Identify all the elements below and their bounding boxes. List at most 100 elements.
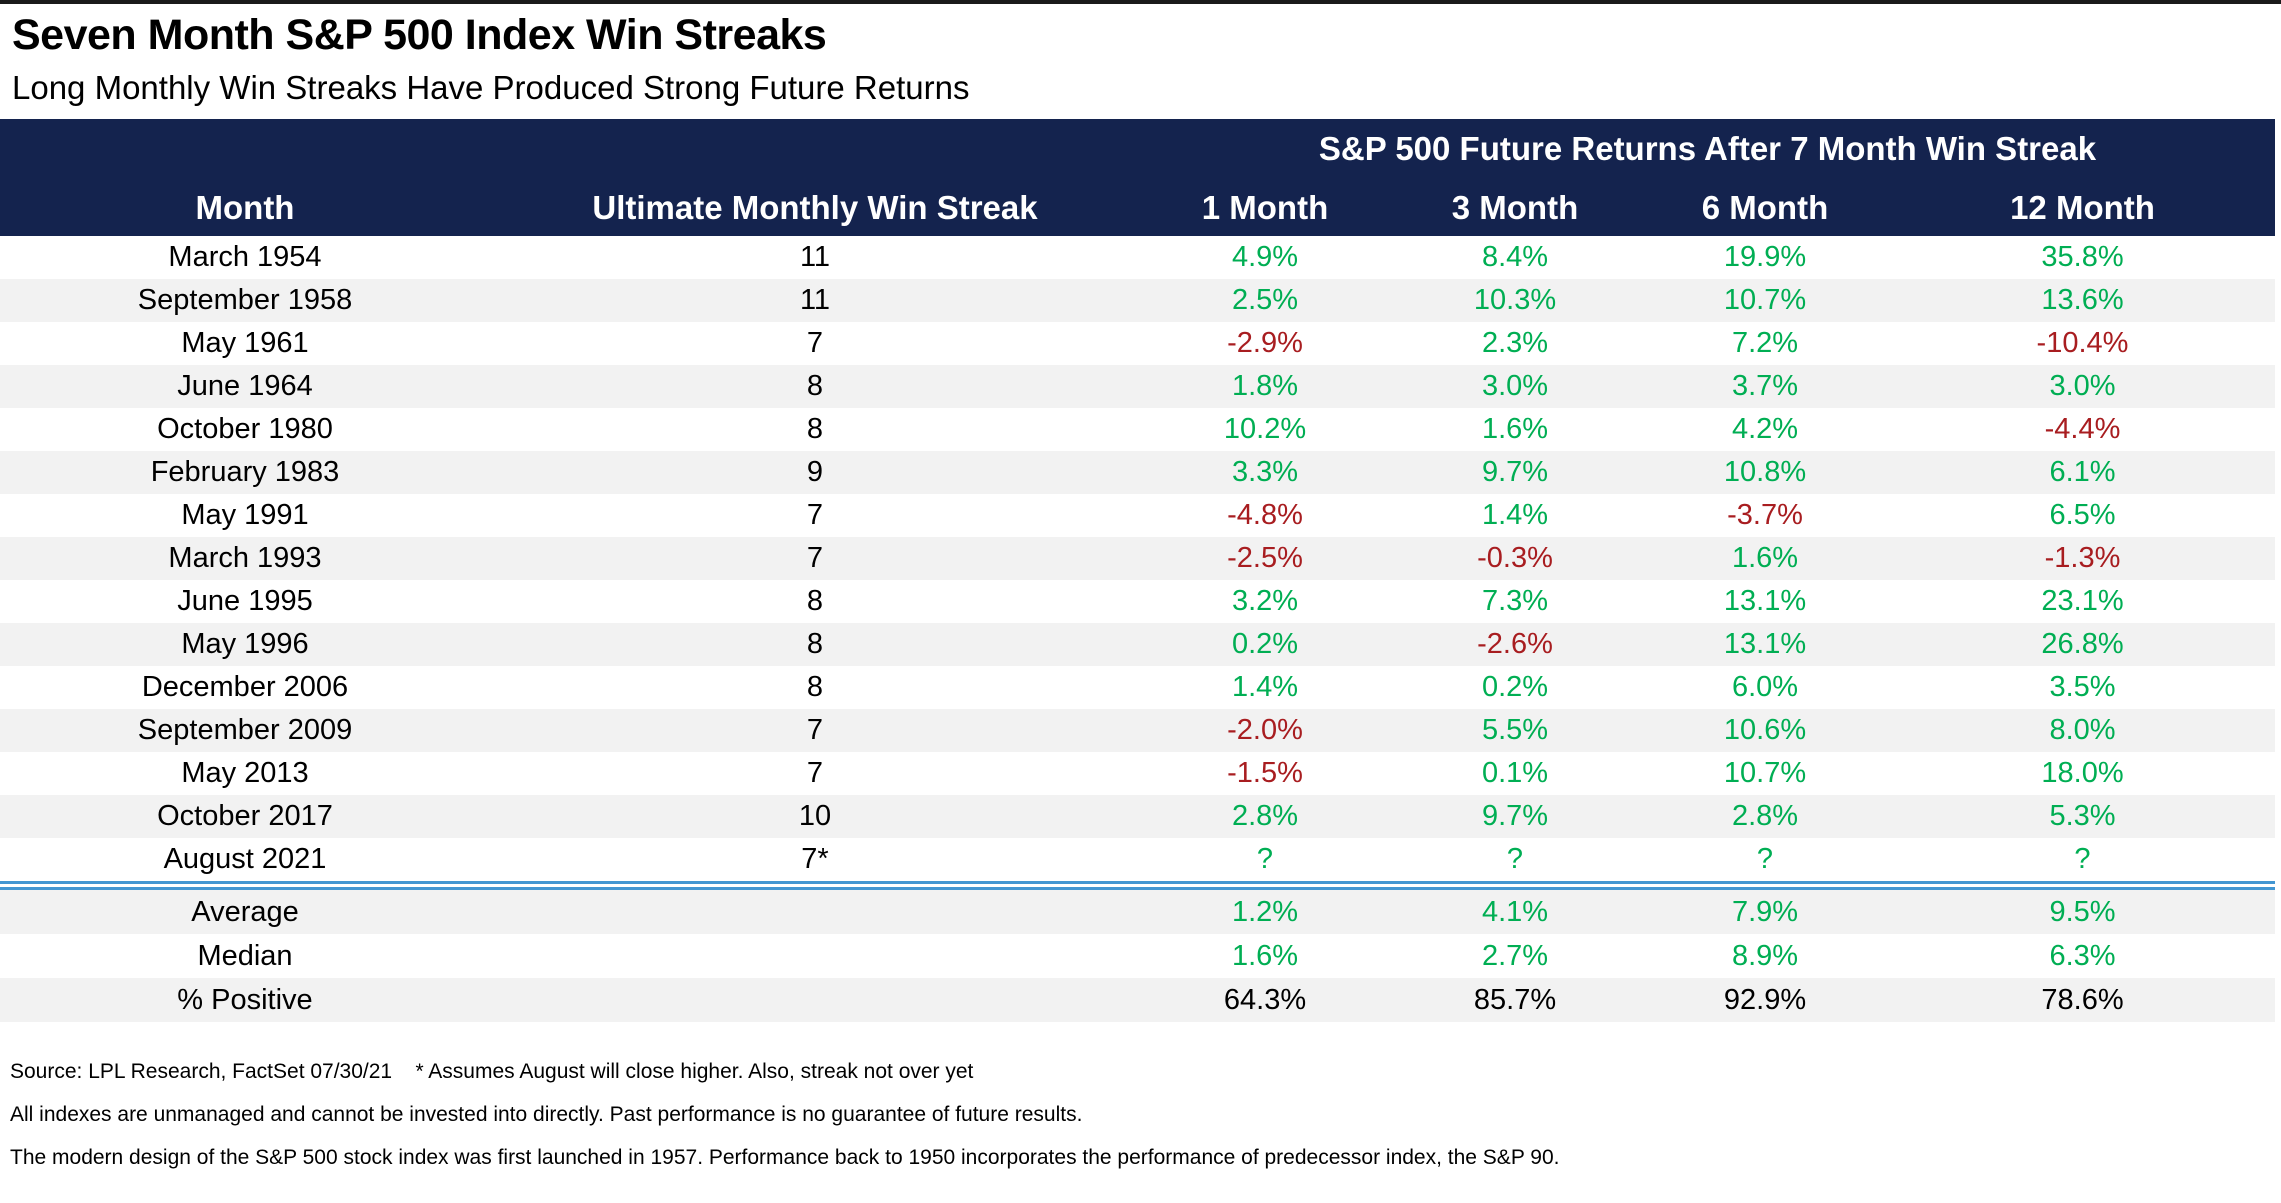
- table-separator: [0, 881, 2275, 891]
- index-history-note: The modern design of the S&P 500 stock i…: [10, 1146, 1560, 1170]
- return-cell-6-month: 13.1%: [1723, 585, 1807, 618]
- streak-cell: 11: [490, 279, 1140, 323]
- table-row: March 1954 11 4.9% 8.4% 19.9% 35.8%: [0, 236, 2275, 279]
- return-cell-1-month: -4.8%: [1227, 499, 1303, 532]
- return-cell-3-month: 7.3%: [1481, 585, 1549, 618]
- return-cell-12-month: 3.5%: [2049, 671, 2116, 704]
- month-cell: May 1961: [181, 327, 309, 360]
- return-cell-1-month: 0.2%: [1140, 623, 1390, 667]
- return-cell-1-month: -2.9%: [1227, 327, 1303, 360]
- streak-cell: 7: [490, 709, 1140, 753]
- return-cell-6-month: 10.7%: [1640, 279, 1890, 323]
- return-cell-1-month: 10.2%: [1223, 413, 1307, 446]
- return-cell-3-month: 8.4%: [1481, 241, 1549, 274]
- return-cell-12-month: -4.4%: [2044, 413, 2121, 446]
- page-subtitle: Long Monthly Win Streaks Have Produced S…: [12, 69, 970, 107]
- return-cell-3-month: 9.7%: [1390, 795, 1640, 839]
- return-cell-3-month: 10.3%: [1390, 279, 1640, 323]
- source-note: Source: LPL Research, FactSet 07/30/21 *…: [10, 1060, 974, 1084]
- return-cell-3-month: 9.7%: [1390, 451, 1640, 495]
- return-cell-12-month: ?: [2074, 843, 2091, 876]
- return-cell-12-month: 23.1%: [2041, 585, 2124, 618]
- page-title: Seven Month S&P 500 Index Win Streaks: [12, 11, 827, 59]
- group-header-row: S&P 500 Future Returns After 7 Month Win…: [0, 119, 2275, 180]
- table-row: February 1983 9 3.3% 9.7% 10.8% 6.1%: [0, 451, 2275, 495]
- return-cell-3-month: 2.3%: [1481, 327, 1549, 360]
- disclaimer-note: All indexes are unmanaged and cannot be …: [10, 1103, 1083, 1127]
- return-cell-3-month: 0.2%: [1481, 671, 1549, 704]
- summary-value-cell-12-month: 6.3%: [2049, 939, 2116, 972]
- return-cell-6-month: 7.2%: [1731, 327, 1799, 360]
- summary-value-cell-3-month: 4.1%: [1390, 888, 1640, 935]
- return-cell-12-month: 3.0%: [1890, 365, 2275, 409]
- streak-cell: 7: [806, 499, 824, 532]
- month-cell: June 1964: [0, 365, 490, 409]
- table-row: June 1995 8 3.2% 7.3% 13.1% 23.1%: [0, 580, 2275, 623]
- return-cell-6-month: 13.1%: [1640, 623, 1890, 667]
- month-cell: February 1983: [0, 451, 490, 495]
- table-row: May 1996 8 0.2% -2.6% 13.1% 26.8%: [0, 623, 2275, 667]
- table-row: May 1961 7 -2.9% 2.3% 7.2% -10.4%: [0, 322, 2275, 365]
- streak-cell: 9: [490, 451, 1140, 495]
- table-row: May 1991 7 -4.8% 1.4% -3.7% 6.5%: [0, 494, 2275, 537]
- table-row: June 1964 8 1.8% 3.0% 3.7% 3.0%: [0, 365, 2275, 409]
- streak-cell: 8: [490, 365, 1140, 409]
- column-header-streak: Ultimate Monthly Win Streak: [490, 179, 1140, 237]
- month-cell: September 2009: [0, 709, 490, 753]
- return-cell-1-month: 4.9%: [1231, 241, 1299, 274]
- return-cell-6-month: 10.6%: [1640, 709, 1890, 753]
- return-cell-1-month: 2.5%: [1140, 279, 1390, 323]
- summary-value-cell-1-month: 1.2%: [1140, 888, 1390, 935]
- return-cell-6-month: 19.9%: [1723, 241, 1807, 274]
- top-divider: [0, 0, 2281, 4]
- summary-row: % Positive 64.3% 85.7% 92.9% 78.6%: [0, 978, 2275, 1023]
- return-cell-6-month: 3.7%: [1640, 365, 1890, 409]
- column-header-6month: 6 Month: [1640, 179, 1890, 237]
- month-cell: May 1996: [0, 623, 490, 667]
- separator-row: [0, 881, 2275, 891]
- return-cell-1-month: -2.5%: [1140, 537, 1390, 581]
- streak-cell: 10: [490, 795, 1140, 839]
- return-cell-3-month: 1.6%: [1481, 413, 1549, 446]
- column-header-1month: 1 Month: [1140, 179, 1390, 237]
- separator-line: [0, 881, 2275, 891]
- return-cell-1-month: 2.8%: [1140, 795, 1390, 839]
- return-cell-1-month: -2.0%: [1140, 709, 1390, 753]
- summary-value-cell-6-month: 92.9%: [1640, 978, 1890, 1023]
- summary-value-cell-6-month: 8.9%: [1731, 939, 1799, 972]
- streak-cell: 8: [806, 671, 824, 704]
- column-header-12month: 12 Month: [1890, 179, 2275, 237]
- column-header-3month: 3 Month: [1390, 179, 1640, 237]
- return-cell-12-month: -10.4%: [2036, 327, 2129, 360]
- return-cell-12-month: 18.0%: [2041, 757, 2124, 790]
- summary-streak-cell: [490, 888, 1140, 935]
- streak-cell: 8: [806, 413, 824, 446]
- return-cell-12-month: 6.5%: [2049, 499, 2116, 532]
- return-cell-12-month: 5.3%: [1890, 795, 2275, 839]
- summary-value-cell-1-month: 1.6%: [1231, 939, 1299, 972]
- return-cell-12-month: -1.3%: [1890, 537, 2275, 581]
- return-cell-12-month: 26.8%: [1890, 623, 2275, 667]
- month-cell: March 1954: [168, 241, 322, 274]
- return-cell-12-month: 8.0%: [1890, 709, 2275, 753]
- streak-cell: 11: [799, 241, 831, 274]
- win-streaks-table: S&P 500 Future Returns After 7 Month Win…: [0, 119, 2275, 1023]
- streak-cell: 7*: [801, 843, 829, 876]
- table-row: October 1980 8 10.2% 1.6% 4.2% -4.4%: [0, 408, 2275, 451]
- summary-value-cell-1-month: 64.3%: [1140, 978, 1390, 1023]
- month-cell: March 1993: [0, 537, 490, 581]
- return-cell-3-month: 0.1%: [1481, 757, 1549, 790]
- streak-cell: 7: [806, 757, 824, 790]
- summary-value-cell-12-month: 78.6%: [1890, 978, 2275, 1023]
- return-cell-6-month: 10.8%: [1640, 451, 1890, 495]
- table-row: May 2013 7 -1.5% 0.1% 10.7% 18.0%: [0, 752, 2275, 795]
- column-header-row: Month Ultimate Monthly Win Streak 1 Mont…: [0, 179, 2275, 237]
- return-cell-1-month: ?: [1256, 843, 1274, 876]
- summary-value-cell-12-month: 9.5%: [1890, 888, 2275, 935]
- table-row: March 1993 7 -2.5% -0.3% 1.6% -1.3%: [0, 537, 2275, 581]
- month-cell: October 1980: [157, 413, 333, 446]
- return-cell-6-month: 10.7%: [1723, 757, 1807, 790]
- return-cell-3-month: ?: [1506, 843, 1524, 876]
- return-cell-3-month: 3.0%: [1390, 365, 1640, 409]
- group-header-spacer: [0, 119, 1140, 180]
